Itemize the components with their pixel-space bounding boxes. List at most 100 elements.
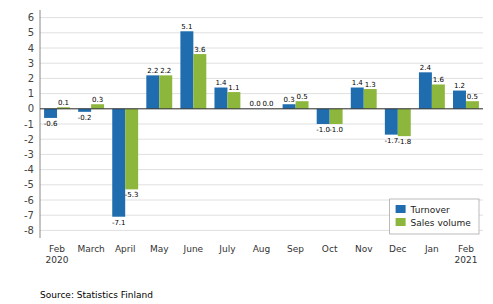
data-label: 0.0 xyxy=(249,100,260,108)
grid-line xyxy=(40,124,483,125)
bar xyxy=(364,89,377,109)
x-tick-label: April xyxy=(115,244,136,254)
bar xyxy=(283,104,296,109)
bar xyxy=(146,75,159,108)
legend-swatch xyxy=(396,218,406,226)
legend-label: Turnover xyxy=(410,205,450,215)
y-tick-label: 4 xyxy=(28,43,34,54)
data-label: -0.2 xyxy=(78,114,92,122)
legend-box xyxy=(390,199,479,234)
y-tick-label: 6 xyxy=(28,12,34,23)
x-tick-label-line: Dec xyxy=(389,244,406,254)
x-tick-label-line: Aug xyxy=(253,244,271,254)
data-label: -5.3 xyxy=(125,191,139,199)
x-tick-label-line: 2020 xyxy=(46,255,69,265)
source-note: Source: Statistics Finland xyxy=(40,290,153,300)
grid-line xyxy=(40,108,483,109)
data-label: 2.4 xyxy=(420,64,432,72)
data-label: 5.1 xyxy=(181,23,192,31)
y-tick-label: -2 xyxy=(24,134,34,145)
y-tick-label: -8 xyxy=(24,225,34,236)
data-label: 0.3 xyxy=(92,96,103,104)
y-tick-label: -3 xyxy=(24,149,34,160)
bar xyxy=(193,54,206,109)
data-label: 1.4 xyxy=(352,79,364,87)
y-tick-label: -5 xyxy=(24,179,34,190)
data-label: 1.6 xyxy=(433,76,445,84)
chart: -8-7-6-5-4-3-2-10123456-0.6-0.2-7.12.25.… xyxy=(0,0,493,304)
x-tick-label: May xyxy=(150,244,169,254)
bar xyxy=(112,109,125,217)
bar xyxy=(330,109,343,124)
data-label: 0.1 xyxy=(58,99,69,107)
data-label: 0.5 xyxy=(467,93,478,101)
bar xyxy=(453,91,466,109)
bar xyxy=(398,109,411,136)
bar xyxy=(385,109,398,135)
data-label: 2.2 xyxy=(160,67,171,75)
x-tick-label-line: Feb xyxy=(458,244,474,254)
x-tick-label: July xyxy=(218,244,236,254)
data-label: -1.7 xyxy=(384,137,398,145)
x-tick-label-line: July xyxy=(218,244,236,254)
bars xyxy=(44,31,479,216)
x-tick-label-line: May xyxy=(150,244,169,254)
y-tick-label: -6 xyxy=(24,195,34,206)
x-tick-label: Dec xyxy=(389,244,406,254)
bar xyxy=(91,104,104,109)
bar xyxy=(419,72,432,108)
x-tick-label: Nov xyxy=(355,244,373,254)
y-tick-label: 3 xyxy=(28,58,34,69)
bar xyxy=(227,92,240,109)
x-tick-label: March xyxy=(77,244,104,254)
bar xyxy=(351,88,364,109)
bar xyxy=(159,75,172,108)
x-tick-label-line: Sep xyxy=(287,244,304,254)
y-tick-label: -1 xyxy=(24,119,34,130)
data-label: -1.8 xyxy=(397,138,411,146)
y-tick-label: 0 xyxy=(28,103,34,114)
bar xyxy=(296,101,309,109)
grid-line xyxy=(40,139,483,140)
grid-line xyxy=(40,63,483,64)
x-tick-label-line: June xyxy=(183,244,204,254)
data-label: 2.2 xyxy=(147,67,158,75)
x-tick-label: Feb2021 xyxy=(455,244,478,265)
x-tick-label-line: Nov xyxy=(355,244,373,254)
bar xyxy=(466,101,479,109)
x-tick-label: Feb2020 xyxy=(46,244,69,265)
grid-line xyxy=(40,93,483,94)
data-label: -1.0 xyxy=(316,126,330,134)
x-tick-label-line: 2021 xyxy=(455,255,478,265)
x-tick-label-line: Oct xyxy=(322,244,338,254)
data-label: -7.1 xyxy=(112,219,126,227)
y-tick-label: 5 xyxy=(28,27,34,38)
x-tick-label-line: March xyxy=(77,244,104,254)
grid-line xyxy=(40,17,483,18)
y-tick-label: 2 xyxy=(28,73,34,84)
x-tick-label-line: Jan xyxy=(424,244,439,254)
x-tick-label: Aug xyxy=(253,244,271,254)
data-label: 3.6 xyxy=(194,46,206,54)
data-label: -1.0 xyxy=(329,126,343,134)
legend: TurnoverSales volume xyxy=(390,199,479,234)
y-tick-label: -4 xyxy=(24,164,34,175)
data-label: 1.2 xyxy=(454,82,465,90)
x-tick-label: Sep xyxy=(287,244,304,254)
x-tick-label: June xyxy=(183,244,204,254)
y-tick-label: -7 xyxy=(24,210,34,221)
grid-line xyxy=(40,32,483,33)
bar xyxy=(125,109,138,190)
bar xyxy=(180,31,193,109)
data-label: -0.6 xyxy=(44,120,58,128)
data-label: 1.4 xyxy=(215,79,227,87)
data-label: 0.5 xyxy=(296,93,307,101)
x-tick-label: Oct xyxy=(322,244,338,254)
baseline xyxy=(40,108,483,109)
y-axis-line xyxy=(40,10,41,238)
bar xyxy=(44,109,57,118)
x-tick-label-line: April xyxy=(115,244,136,254)
grid-line xyxy=(40,169,483,170)
data-label: 1.3 xyxy=(365,81,376,89)
data-label: 0.0 xyxy=(262,100,273,108)
